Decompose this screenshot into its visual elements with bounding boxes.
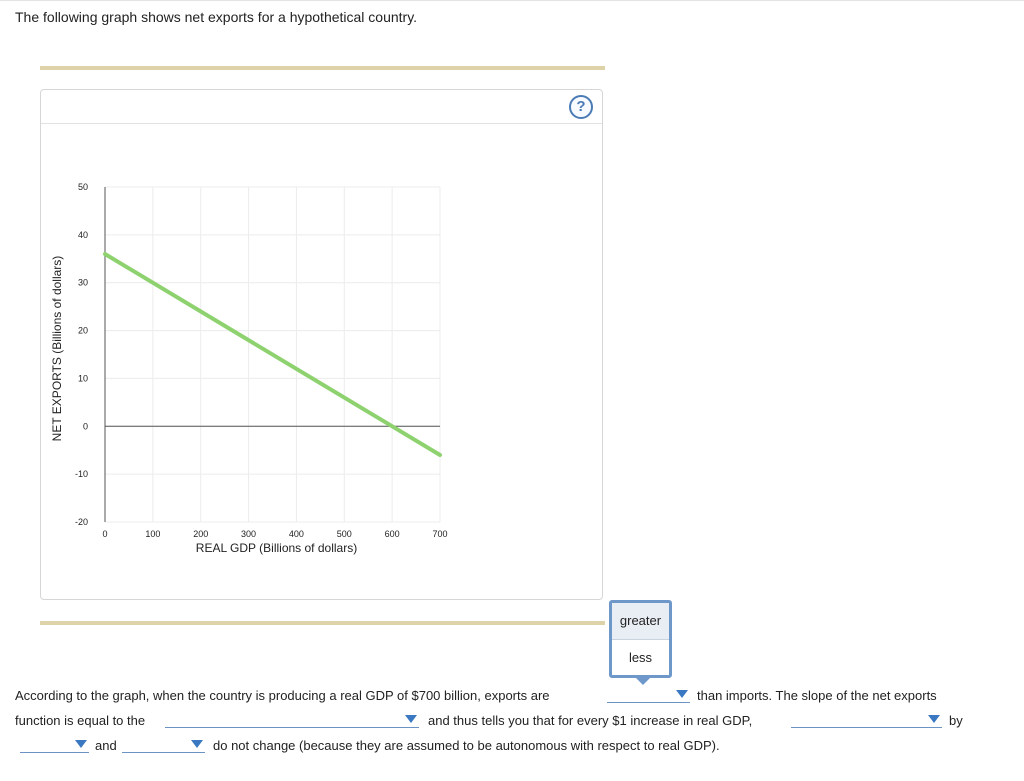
x-tick-label: 500 [337,529,352,539]
top-divider [0,0,1024,1]
help-icon[interactable]: ? [569,95,593,119]
y-tick-label: 40 [78,230,88,240]
question-text-2: than imports. The slope of the net expor… [697,688,937,703]
chevron-down-icon [676,690,688,698]
question-text-6: and [95,738,117,753]
chart-series [103,252,442,457]
exports-comparison-dropdown[interactable] [607,688,690,703]
x-axis-label: REAL GDP (Billions of dollars) [196,541,357,555]
y-tick-label: -10 [75,469,88,479]
question-text-3: function is equal to the [15,713,146,728]
question-text-1: According to the graph, when the country… [15,688,550,703]
y-tick-label: 50 [78,182,88,192]
bottom-rule [40,621,605,625]
y-tick-label: 30 [78,278,88,288]
top-rule [40,66,605,70]
popup-pointer [636,678,650,685]
x-tick-label: 0 [102,529,107,539]
x-tick-label: 100 [145,529,160,539]
x-tick-label: 400 [289,529,304,539]
chart-axes [104,187,440,522]
constant-item-dropdown[interactable] [122,738,205,753]
option-less[interactable]: less [628,650,653,665]
graph-panel: 50 40 30 20 10 0 -10 -20 0 100 200 300 400 500 600 700… [40,89,603,600]
chevron-down-icon [928,715,940,723]
y-tick-label: 0 [83,421,88,431]
x-tick-labels: 0 100 200 300 400 500 600 700 [102,529,447,539]
y-tick-label: 20 [78,326,88,336]
question-text-5: by [949,713,963,728]
x-tick-label: 600 [385,529,400,539]
net-exports-line [103,252,442,457]
chevron-down-icon [405,715,417,723]
dropdown-popup[interactable]: greater less [609,600,672,685]
x-tick-label: 300 [241,529,256,539]
amount-dropdown[interactable] [20,738,89,753]
graph-panel-header-divider [41,123,602,124]
x-tick-label: 200 [193,529,208,539]
change-item-dropdown[interactable] [791,713,942,728]
y-tick-label: -20 [75,517,88,527]
y-axis-label: NET EXPORTS (Billions of dollars) [50,256,64,442]
intro-text: The following graph shows net exports fo… [15,9,418,25]
option-greater[interactable]: greater [612,603,669,639]
question-text-4: and thus tells you that for every $1 inc… [428,713,753,728]
question-text-7: do not change (because they are assumed … [213,738,720,753]
slope-dropdown[interactable] [165,713,419,728]
option-divider [612,639,669,640]
y-tick-labels: 50 40 30 20 10 0 -10 -20 [75,182,88,527]
y-tick-label: 10 [78,373,88,383]
chevron-down-icon [191,740,203,748]
chevron-down-icon [75,740,87,748]
x-tick-label: 700 [432,529,447,539]
